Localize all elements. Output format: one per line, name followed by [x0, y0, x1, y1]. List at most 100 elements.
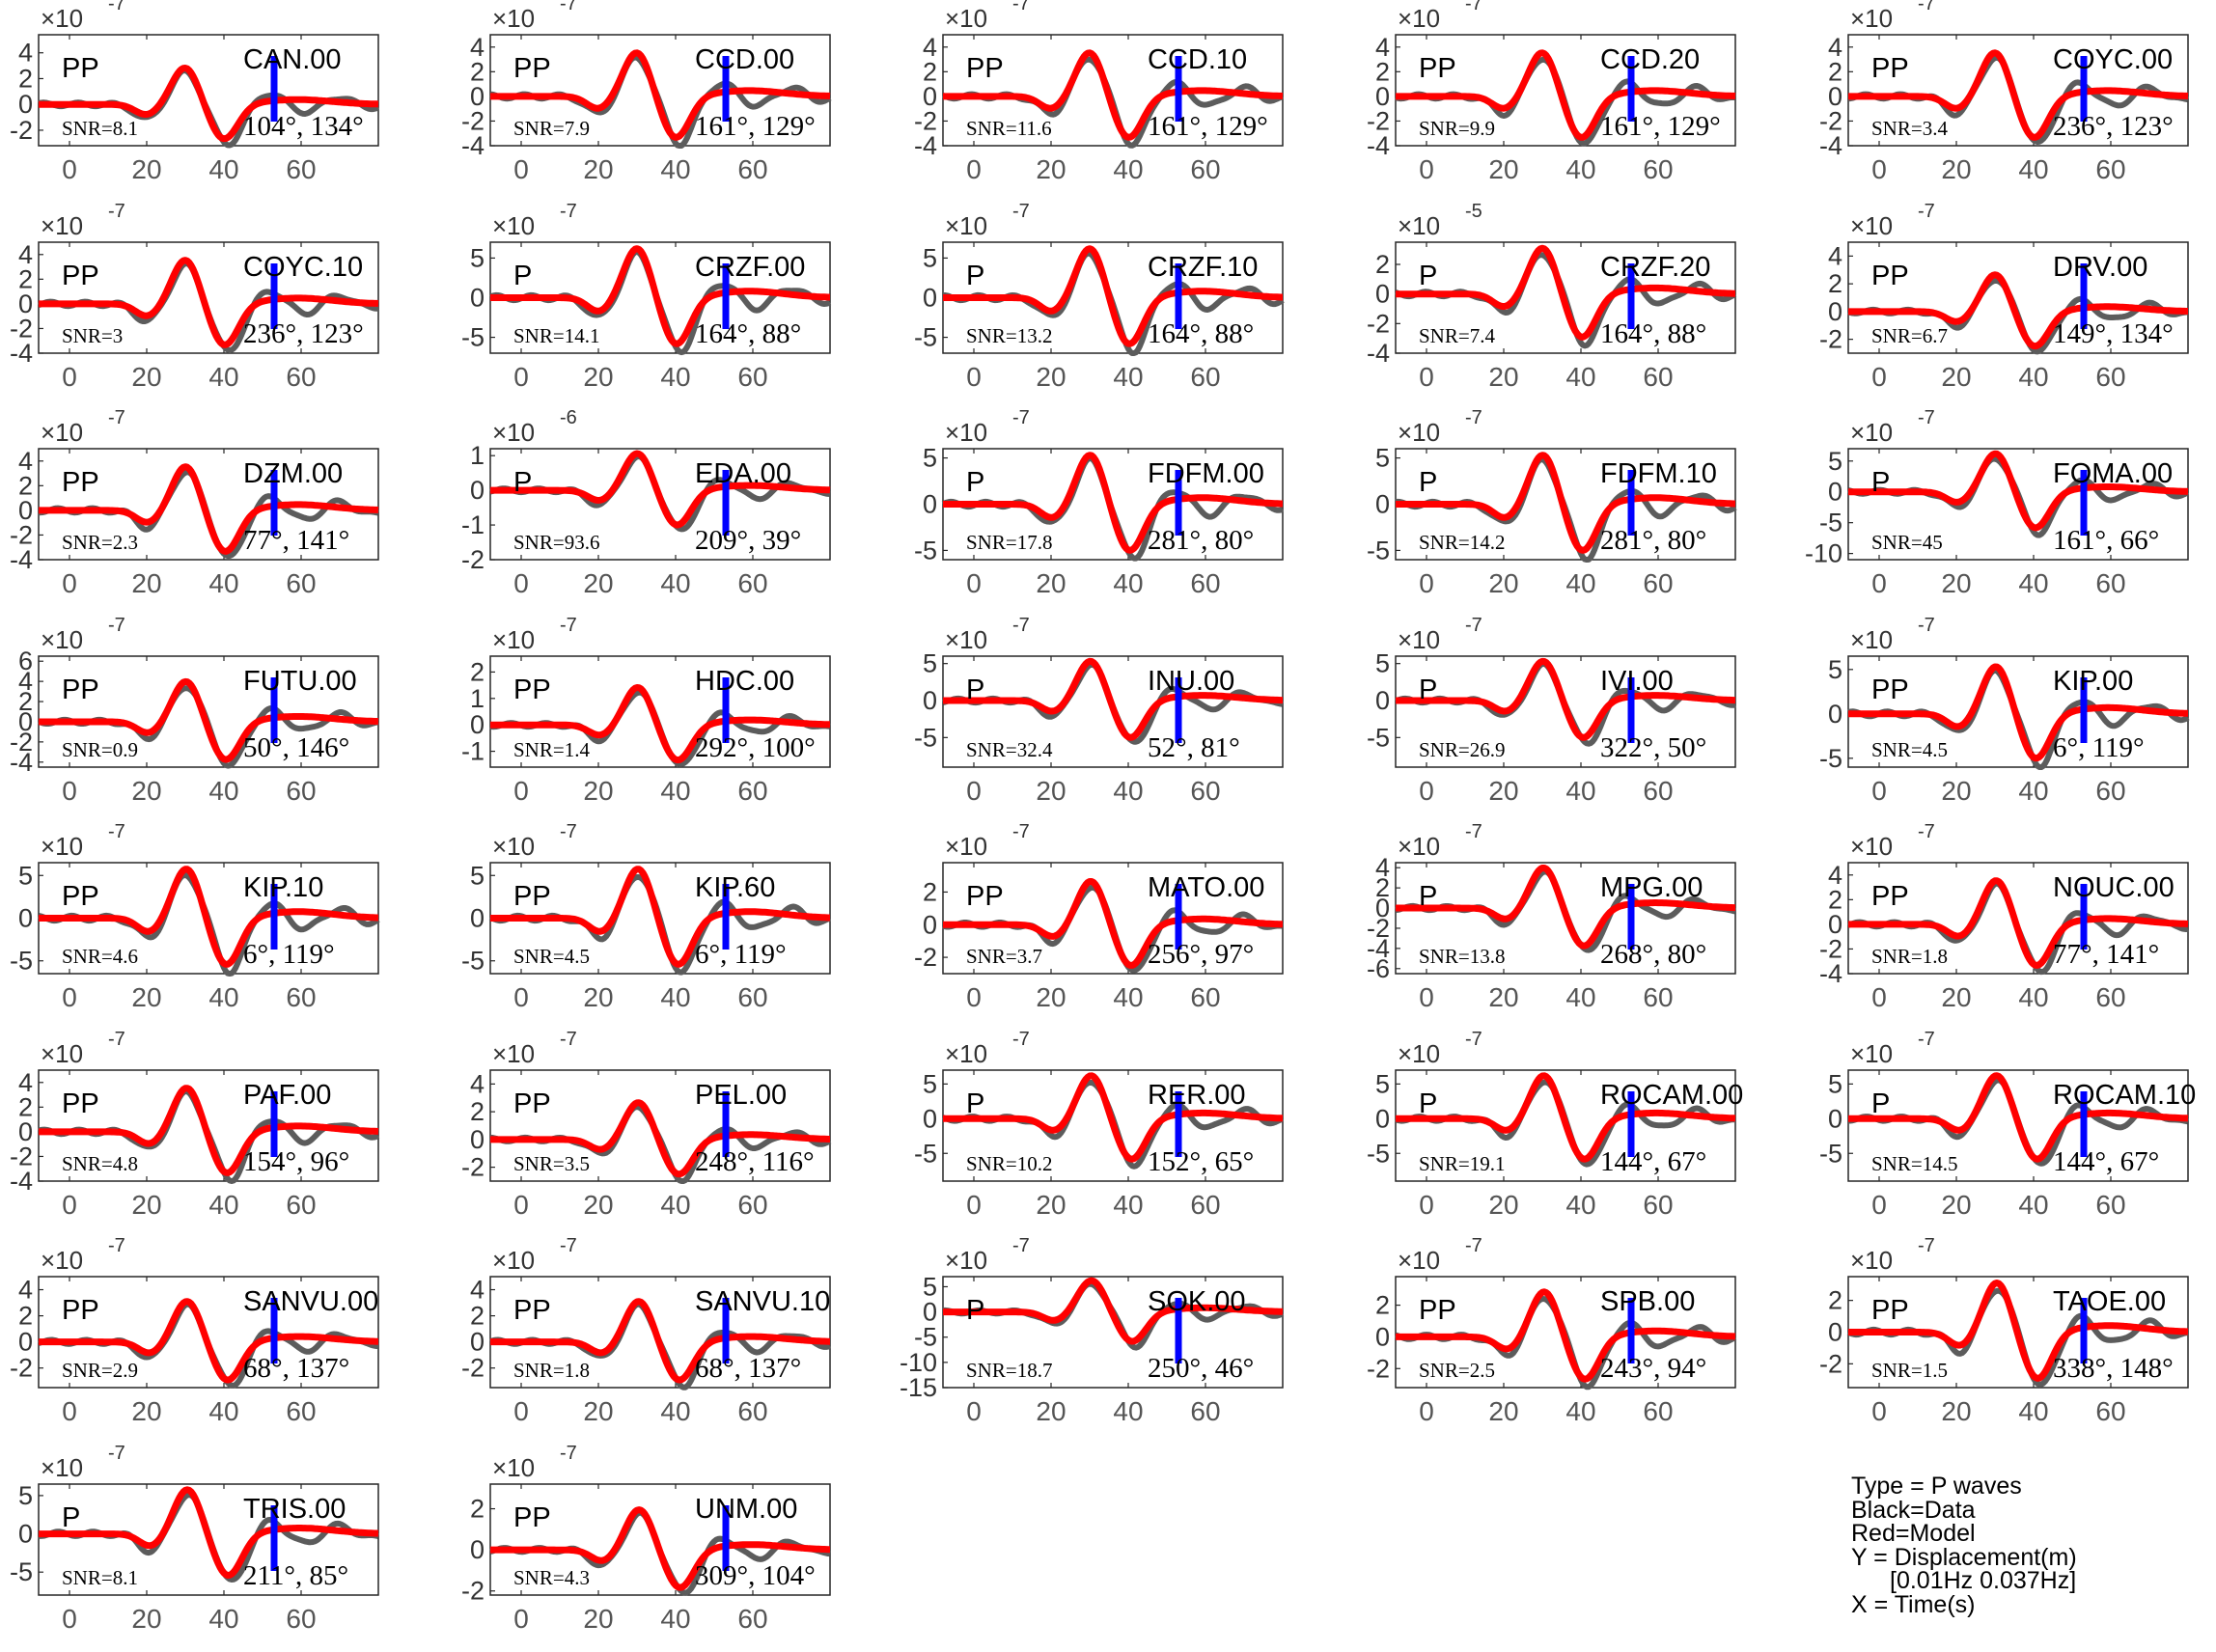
x-tick-label: 40: [2018, 154, 2048, 184]
station-label: DZM.00: [243, 458, 343, 489]
phase-label: PP: [513, 1502, 551, 1533]
x-tick-label: 0: [513, 1604, 529, 1634]
model-waveform: [941, 1072, 1285, 1163]
y-exponent: -7: [1012, 1235, 1030, 1256]
model-waveform: [37, 677, 380, 763]
y-tick-label: 0: [18, 1117, 33, 1146]
waveform-panel: 0 20 40 60 -5 0 5 ×10 -7 P ROCAM.00 SNR=19.1 144°, 6…: [1367, 1029, 1743, 1220]
y-tick-label: 4: [470, 1069, 485, 1098]
azimuth-label: 154°, 96°: [243, 1146, 349, 1177]
y-tick-label: -4: [10, 545, 33, 574]
y-exponent: -7: [560, 0, 577, 14]
model-waveform: [1394, 865, 1737, 950]
x-tick-label: 0: [62, 776, 77, 806]
station-label: ROCAM.00: [1600, 1080, 1743, 1111]
station-label: CAN.00: [243, 44, 342, 75]
y-tick-label: -6: [1367, 954, 1390, 983]
azimuth-label: 209°, 39°: [695, 525, 801, 556]
x-tick-label: 20: [1036, 982, 1066, 1012]
station-label: HDC.00: [695, 666, 794, 697]
y-multiplier: ×10: [41, 1039, 83, 1068]
model-waveform: [1846, 271, 2190, 350]
y-multiplier: ×10: [945, 1246, 987, 1275]
phase-label: P: [62, 1502, 80, 1533]
y-tick-label: -5: [914, 323, 937, 352]
x-tick-label: 20: [131, 776, 161, 806]
x-tick-label: 40: [2018, 362, 2048, 392]
model-waveform: [941, 878, 1285, 969]
y-tick-label: -5: [1819, 1139, 1842, 1168]
y-exponent: -7: [1012, 0, 1030, 14]
x-tick-label: 40: [1565, 568, 1595, 598]
phase-label: PP: [62, 1088, 99, 1119]
azimuth-label: 161°, 66°: [2053, 525, 2159, 556]
y-tick-label: -2: [1819, 106, 1842, 135]
y-multiplier: ×10: [945, 4, 987, 33]
model-waveform: [941, 245, 1285, 347]
snr-label: SNR=1.4: [513, 738, 590, 761]
y-tick-label: 2: [470, 657, 485, 686]
y-tick-label: -2: [1819, 1349, 1842, 1378]
x-tick-label: 20: [1941, 568, 1971, 598]
waveform-panel: 0 20 40 60 -5 0 5 ×10 -7 P RER.00 SNR=10.2 152°, 65°: [914, 1029, 1285, 1220]
azimuth-label: 322°, 50°: [1600, 732, 1706, 763]
x-tick-label: 0: [1419, 568, 1434, 598]
y-tick-label: 2: [18, 471, 33, 500]
y-tick-label: 2: [18, 1302, 33, 1331]
phase-label: P: [1419, 261, 1437, 291]
y-multiplier: ×10: [492, 418, 535, 447]
y-exponent: -7: [1465, 615, 1482, 636]
axes-box: [942, 862, 1284, 975]
x-tick-label: 0: [1871, 568, 1887, 598]
x-tick-label: 20: [131, 982, 161, 1012]
axes-box: [1847, 241, 2189, 354]
y-tick-label: 0: [1828, 1104, 1842, 1133]
x-tick-label: 60: [2095, 1396, 2125, 1426]
azimuth-label: 256°, 97°: [1148, 939, 1254, 970]
x-tick-label: 60: [286, 776, 316, 806]
x-tick-label: 40: [208, 1396, 238, 1426]
x-tick-label: 20: [1036, 362, 1066, 392]
y-tick-label: 2: [470, 1302, 485, 1331]
x-tick-label: 40: [208, 154, 238, 184]
x-tick-label: 0: [513, 154, 529, 184]
azimuth-label: 6°, 119°: [2053, 732, 2145, 763]
y-tick-label: -5: [914, 1139, 937, 1168]
y-tick-label: 0: [923, 82, 937, 111]
x-tick-label: 60: [286, 1190, 316, 1220]
azimuth-label: 248°, 116°: [695, 1146, 815, 1177]
x-tick-label: 40: [1113, 1396, 1143, 1426]
station-label: UNM.00: [695, 1494, 797, 1525]
y-tick-label: 0: [470, 82, 485, 111]
x-tick-label: 20: [1488, 1396, 1518, 1426]
snr-label: SNR=1.8: [513, 1359, 590, 1382]
azimuth-label: 6°, 119°: [243, 939, 335, 970]
snr-label: SNR=26.9: [1419, 738, 1505, 761]
snr-label: SNR=3.4: [1871, 117, 1948, 140]
snr-label: SNR=1.5: [1871, 1359, 1948, 1382]
azimuth-label: 250°, 46°: [1148, 1353, 1254, 1384]
x-tick-label: 60: [1643, 1190, 1673, 1220]
x-tick-label: 60: [1643, 362, 1673, 392]
waveform-panel: 0 20 40 60 -5 0 5 ×10 -7 P ROCAM.10 SNR=14.5 144°, 6…: [1819, 1029, 2196, 1220]
model-waveform: [1846, 450, 2190, 532]
azimuth-label: 164°, 88°: [1148, 318, 1254, 349]
azimuth-label: 104°, 134°: [243, 111, 364, 142]
x-tick-label: 40: [2018, 1396, 2048, 1426]
y-tick-label: 2: [1375, 1291, 1390, 1320]
x-tick-label: 20: [1488, 776, 1518, 806]
x-tick-label: 20: [1488, 982, 1518, 1012]
y-tick-label: 2: [1828, 885, 1842, 914]
x-tick-label: 60: [2095, 1190, 2125, 1220]
station-label: CCD.00: [695, 44, 794, 75]
x-tick-label: 20: [1036, 1396, 1066, 1426]
y-multiplier: ×10: [41, 1246, 83, 1275]
figure-legend: Type = P waves Black=Data Red=Model Y = …: [1851, 1474, 2179, 1616]
y-tick-label: -2: [461, 106, 485, 135]
x-tick-label: 60: [2095, 154, 2125, 184]
station-label: KIP.10: [243, 872, 323, 903]
